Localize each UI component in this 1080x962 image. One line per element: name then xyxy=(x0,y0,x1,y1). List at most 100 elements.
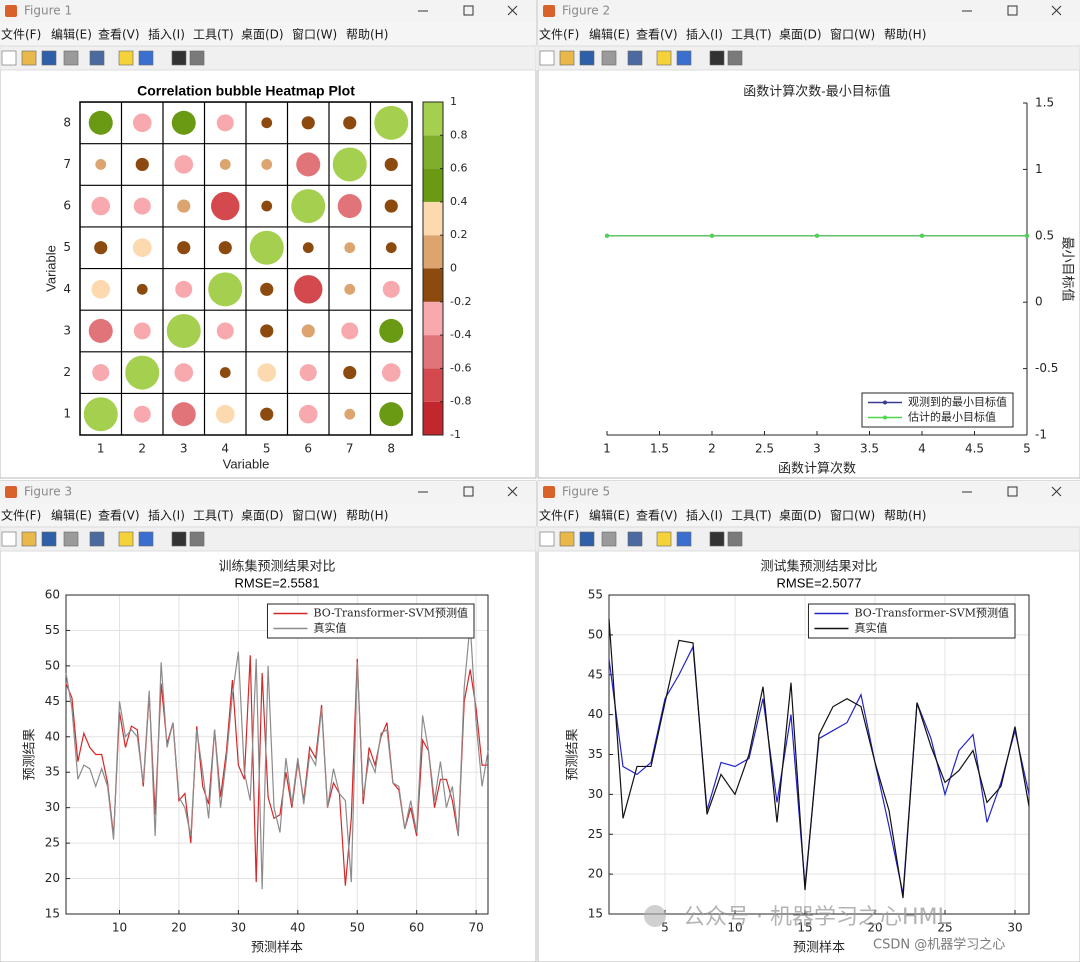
x-tick-label: 2 xyxy=(708,442,716,456)
menu-item[interactable]: 桌面(D) xyxy=(241,28,284,42)
menu-item[interactable]: 工具(T) xyxy=(193,28,234,42)
menu-item[interactable]: 工具(T) xyxy=(731,509,772,523)
colorbar-tick-label: 0 xyxy=(450,262,457,275)
toolbar-button[interactable] xyxy=(559,50,575,66)
toolbar-button[interactable] xyxy=(727,50,743,66)
toolbar-button[interactable] xyxy=(601,531,617,547)
toolbar-button[interactable] xyxy=(171,50,187,66)
bubble xyxy=(384,157,398,172)
x-tick-label: 60 xyxy=(409,921,424,935)
menu-item[interactable]: 编辑(E) xyxy=(589,508,630,523)
toolbar-button[interactable] xyxy=(138,50,154,66)
toolbar-button[interactable] xyxy=(676,50,692,66)
menu-item[interactable]: 插入(I) xyxy=(686,509,723,523)
window-title: Figure 3 xyxy=(24,485,72,499)
toolbar-button[interactable] xyxy=(656,50,672,66)
toolbar-button[interactable] xyxy=(21,531,37,547)
menu-item[interactable]: 插入(I) xyxy=(148,28,185,42)
toolbar-button[interactable] xyxy=(676,531,692,547)
close-button[interactable] xyxy=(507,486,518,497)
toolbar-button[interactable] xyxy=(727,531,743,547)
colorbar-band xyxy=(423,102,443,136)
toolbar-button[interactable] xyxy=(118,531,134,547)
toolbar-button[interactable] xyxy=(171,531,187,547)
toolbar-button[interactable] xyxy=(63,50,79,66)
title-bar xyxy=(538,481,1080,503)
menu-item[interactable]: 文件(F) xyxy=(1,27,41,42)
toolbar-button[interactable] xyxy=(601,50,617,66)
menu-bar xyxy=(538,503,1080,527)
menu-item[interactable]: 编辑(E) xyxy=(51,27,92,42)
menu-item[interactable]: 文件(F) xyxy=(539,27,579,42)
menu-item[interactable]: 帮助(H) xyxy=(346,509,388,523)
toolbar-button[interactable] xyxy=(63,531,79,547)
toolbar-button[interactable] xyxy=(539,50,555,66)
x-tick-label: 20 xyxy=(867,921,882,935)
menu-item[interactable]: 查看(V) xyxy=(98,28,140,42)
maximize-button[interactable] xyxy=(463,5,474,16)
y-tick-label: 5 xyxy=(63,240,71,254)
toolbar-button[interactable] xyxy=(189,50,205,66)
menu-item[interactable]: 桌面(D) xyxy=(241,509,284,523)
toolbar-button[interactable] xyxy=(656,531,672,547)
data-point xyxy=(815,233,819,238)
maximize-button[interactable] xyxy=(1007,486,1018,497)
bubble xyxy=(91,280,111,299)
menu-item[interactable]: 文件(F) xyxy=(1,508,41,523)
menu-item[interactable]: 文件(F) xyxy=(539,508,579,523)
toolbar-button[interactable] xyxy=(41,531,57,547)
maximize-button[interactable] xyxy=(1007,5,1018,16)
menu-item[interactable]: 查看(V) xyxy=(636,28,678,42)
menu-item[interactable]: 窗口(W) xyxy=(292,509,337,523)
toolbar-button[interactable] xyxy=(559,531,575,547)
title-bar xyxy=(538,0,1080,22)
menu-item[interactable]: 帮助(H) xyxy=(884,28,926,42)
bubble xyxy=(83,397,118,432)
toolbar-button[interactable] xyxy=(709,531,725,547)
maximize-button[interactable] xyxy=(463,486,474,497)
bubble xyxy=(374,105,409,140)
menu-item[interactable]: 窗口(W) xyxy=(292,28,337,42)
legend-marker xyxy=(883,400,887,405)
menu-item[interactable]: 窗口(W) xyxy=(830,509,875,523)
menu-item[interactable]: 帮助(H) xyxy=(346,28,388,42)
toolbar-button[interactable] xyxy=(539,531,555,547)
toolbar-button[interactable] xyxy=(89,50,105,66)
close-button[interactable] xyxy=(1051,486,1062,497)
toolbar-button[interactable] xyxy=(21,50,37,66)
menu-item[interactable]: 插入(I) xyxy=(148,509,185,523)
menu-item[interactable]: 查看(V) xyxy=(636,509,678,523)
toolbar-button[interactable] xyxy=(138,531,154,547)
menu-item[interactable]: 插入(I) xyxy=(686,28,723,42)
toolbar-button[interactable] xyxy=(627,531,643,547)
bubble xyxy=(171,402,196,427)
toolbar-button[interactable] xyxy=(41,50,57,66)
toolbar-button[interactable] xyxy=(579,531,595,547)
toolbar-button[interactable] xyxy=(89,531,105,547)
toolbar-button[interactable] xyxy=(709,50,725,66)
toolbar-button[interactable] xyxy=(1,531,17,547)
y-tick-label: 40 xyxy=(45,729,60,743)
bubble xyxy=(174,363,194,382)
menu-item[interactable]: 查看(V) xyxy=(98,509,140,523)
toolbar-button[interactable] xyxy=(627,50,643,66)
toolbar-button[interactable] xyxy=(1,50,17,66)
x-axis-label: 预测样本 xyxy=(793,941,845,956)
menu-item[interactable]: 桌面(D) xyxy=(779,509,822,523)
menu-item[interactable]: 窗口(W) xyxy=(830,28,875,42)
close-button[interactable] xyxy=(1051,5,1062,16)
menu-item[interactable]: 帮助(H) xyxy=(884,509,926,523)
menu-item[interactable]: 编辑(E) xyxy=(589,27,630,42)
menu-item[interactable]: 编辑(E) xyxy=(51,508,92,523)
colorbar-tick-label: 0.8 xyxy=(450,128,468,141)
menu-item[interactable]: 桌面(D) xyxy=(779,28,822,42)
toolbar-button[interactable] xyxy=(189,531,205,547)
toolbar-button[interactable] xyxy=(579,50,595,66)
window-background xyxy=(537,480,1080,962)
title-bar xyxy=(0,481,536,503)
bubble xyxy=(344,408,356,420)
menu-item[interactable]: 工具(T) xyxy=(193,509,234,523)
menu-item[interactable]: 工具(T) xyxy=(731,28,772,42)
toolbar-button[interactable] xyxy=(118,50,134,66)
close-button[interactable] xyxy=(507,5,518,16)
